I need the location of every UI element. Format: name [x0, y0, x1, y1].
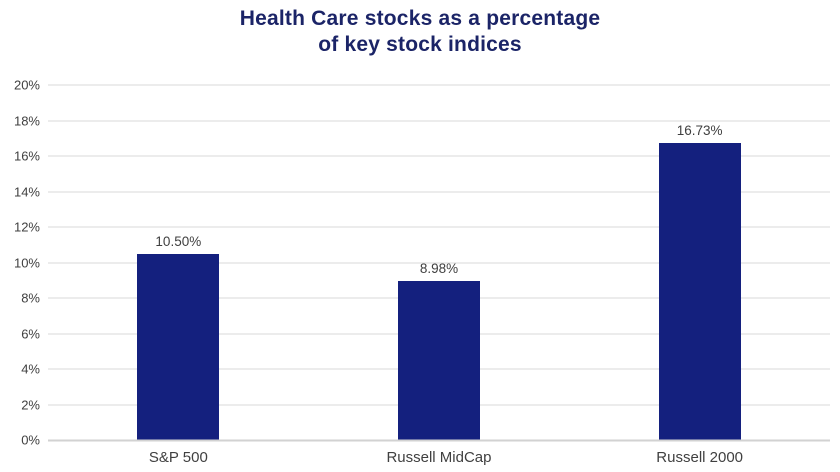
bar-russell-midcap [397, 280, 480, 440]
y-axis-tick-label: 16% [13, 148, 40, 164]
y-axis: 0% 2% 4% 6% 8% 10% 12% 14% 16% 18% 20% [0, 78, 40, 448]
y-axis-tick-label: 2% [21, 397, 40, 412]
y-axis-tick-label: 6% [21, 326, 40, 341]
bar-s-p-500 [137, 253, 220, 440]
y-axis-tick-label: 10% [13, 255, 40, 270]
y-axis-tick-label: 12% [13, 219, 40, 235]
bar-value-label-s-p-500: 10.50% [155, 233, 202, 249]
y-axis-tick-label: 20% [13, 77, 40, 93]
gridline [48, 84, 830, 86]
y-axis-tick-label: 18% [13, 113, 40, 128]
y-axis-tick-label: 0% [21, 432, 40, 448]
gridline [48, 226, 830, 228]
bar-value-label-russell-midcap: 8.98% [419, 260, 459, 276]
x-axis-category-label-s-p-500: S&P 500 [148, 449, 208, 466]
chart-title-line-1: Health Care stocks as a percentage [239, 7, 601, 30]
bar-value-label-russell-2000: 16.73% [676, 123, 723, 139]
x-axis-category-label-russell-2000: Russell 2000 [656, 449, 744, 466]
chart-title-line-2: of key stock indices [318, 33, 522, 56]
x-axis-line [48, 439, 830, 442]
y-axis-tick-label: 8% [21, 290, 40, 306]
plot-area: 10.50% S&P 500 8.98% Russell MidCap 16.73% Ru… [48, 84, 830, 466]
y-axis-tick-label: 4% [21, 361, 40, 377]
category-slot-russell-midcap: 8.98% Russell MidCap [309, 85, 570, 466]
bar-russell-2000 [658, 143, 741, 440]
gridline [48, 155, 830, 157]
y-axis-tick-label: 14% [13, 184, 40, 199]
chart-title: Health Care stocks as a percentage of ke… [0, 6, 840, 58]
gridline [48, 120, 830, 121]
gridline [48, 191, 830, 192]
category-slot-russell-2000: 16.73% Russell 2000 [569, 85, 830, 466]
category-slot-s-p-500: 10.50% S&P 500 [48, 85, 309, 466]
x-axis-category-label-russell-midcap: Russell MidCap [386, 449, 492, 466]
gridline [48, 262, 830, 263]
